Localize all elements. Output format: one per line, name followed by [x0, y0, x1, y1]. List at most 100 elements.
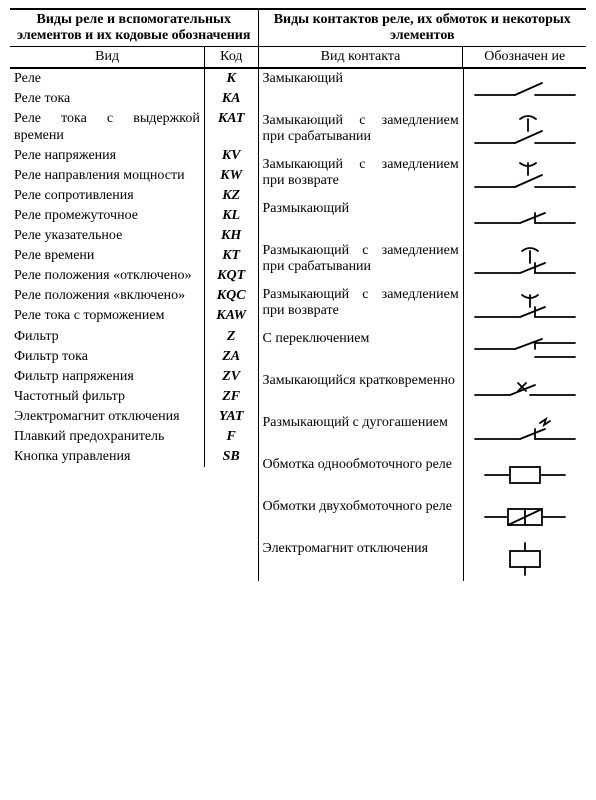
contact-symbol	[463, 455, 586, 497]
relay-code: F	[204, 427, 257, 447]
right-row: Замыкающийся крат­ковременно	[259, 371, 586, 413]
relay-name: Реле направления мощности	[10, 166, 204, 186]
contact-name: Замыкающийся крат­ковременно	[259, 371, 464, 413]
relay-code: KQT	[204, 266, 257, 286]
relay-name: Реле положения «отключено»	[10, 266, 204, 286]
right-row: Электромагнит от­ключения	[259, 539, 586, 581]
contact-name: Замыкающий	[259, 69, 464, 111]
contact-symbol	[463, 155, 586, 199]
contact-name: С переключением	[259, 329, 464, 371]
relay-code: KL	[204, 206, 257, 226]
contact-symbol	[463, 371, 586, 413]
left-row: Реле положения «отключено»KQT	[10, 266, 258, 286]
relay-code: KAT	[204, 109, 257, 145]
left-row: ФильтрZ	[10, 327, 258, 347]
right-row: Обмотки двухобмо­точного реле	[259, 497, 586, 539]
relay-code: KZ	[204, 186, 257, 206]
col-symbol: Обозначен ие	[463, 47, 586, 69]
contact-symbol	[463, 285, 586, 329]
contact-name: Обмотки двухобмо­точного реле	[259, 497, 464, 539]
relay-code: Z	[204, 327, 257, 347]
contact-symbol	[463, 111, 586, 155]
relay-name: Кнопка управления	[10, 447, 204, 467]
relay-code: KT	[204, 246, 257, 266]
contact-name: Обмотка однообмо­точного реле	[259, 455, 464, 497]
col-vid: Вид	[10, 47, 205, 69]
right-row: Замыкающий с за­медлением при сраба­тыва…	[259, 111, 586, 155]
left-row: Фильтр токаZA	[10, 347, 258, 367]
right-row: Размыкающий	[259, 199, 586, 241]
relay-code: KQC	[204, 286, 257, 306]
right-row: Замыкающий	[259, 69, 586, 111]
relay-table: Виды реле и вспомогательных элементов и …	[10, 8, 586, 581]
contact-name: Размыкающий с дуго­гашением	[259, 413, 464, 455]
relay-code: YAT	[204, 407, 257, 427]
contact-name: Размыкающий с за­медлением при сраба­тыв…	[259, 241, 464, 285]
contact-name: Размыкающий	[259, 199, 464, 241]
left-subtable: РелеKРеле токаKAРеле тока с выдержкой вр…	[10, 69, 258, 467]
left-row: Реле промежуточноеKL	[10, 206, 258, 226]
relay-name: Фильтр напряжения	[10, 367, 204, 387]
right-row: Замыкающий с замед­лением при возврате	[259, 155, 586, 199]
left-row: Реле положения «включено»KQC	[10, 286, 258, 306]
relay-code: KW	[204, 166, 257, 186]
contact-name: Замыкающий с за­медлением при сраба­тыва…	[259, 111, 464, 155]
contact-symbol	[463, 497, 586, 539]
relay-name: Фильтр тока	[10, 347, 204, 367]
contact-symbol	[463, 241, 586, 285]
right-row: С переключением	[259, 329, 586, 371]
contact-symbol	[463, 69, 586, 111]
relay-name: Реле тока	[10, 89, 204, 109]
relay-code: KAW	[204, 306, 257, 326]
relay-name: Реле	[10, 69, 204, 89]
contact-symbol	[463, 329, 586, 371]
right-row: Размыкающий с дуго­гашением	[259, 413, 586, 455]
relay-code: KA	[204, 89, 257, 109]
left-row: Реле напряженияKV	[10, 146, 258, 166]
col-kod: Код	[205, 47, 258, 69]
relay-name: Реле времени	[10, 246, 204, 266]
contact-symbol	[463, 413, 586, 455]
left-row: Реле токаKA	[10, 89, 258, 109]
relay-name: Реле тока с торможением	[10, 306, 204, 326]
relay-name: Фильтр	[10, 327, 204, 347]
relay-name: Плавкий предохрани­тель	[10, 427, 204, 447]
relay-code: K	[204, 69, 257, 89]
relay-name: Реле напряжения	[10, 146, 204, 166]
relay-name: Реле указательное	[10, 226, 204, 246]
relay-name: Реле сопротивления	[10, 186, 204, 206]
relay-code: ZA	[204, 347, 257, 367]
header-left: Виды реле и вспомогательных элементов и …	[10, 9, 258, 47]
relay-name: Электромагнит от­ключения	[10, 407, 204, 427]
right-subtable: ЗамыкающийЗамыкающий с за­медлением при …	[259, 69, 586, 581]
left-row: Реле тока с выдержкой времениKAT	[10, 109, 258, 145]
left-row: Электромагнит от­ключенияYAT	[10, 407, 258, 427]
relay-name: Частотный фильтр	[10, 387, 204, 407]
left-row: Реле указательноеKH	[10, 226, 258, 246]
relay-code: KH	[204, 226, 257, 246]
relay-code: KV	[204, 146, 257, 166]
left-row: Кнопка управленияSB	[10, 447, 258, 467]
left-row: Реле времениKT	[10, 246, 258, 266]
relay-name: Реле промежуточное	[10, 206, 204, 226]
col-contact: Вид контакта	[258, 47, 463, 69]
relay-name: Реле положения «включено»	[10, 286, 204, 306]
right-row: Размыкающий с за­медлением при воз­врате	[259, 285, 586, 329]
left-row: Реле направления мощностиKW	[10, 166, 258, 186]
left-row: Реле тока с торможениемKAW	[10, 306, 258, 326]
header-right: Виды контактов реле, их обмоток и некото…	[258, 9, 586, 47]
right-row: Обмотка однообмо­точного реле	[259, 455, 586, 497]
left-row: Реле сопротивленияKZ	[10, 186, 258, 206]
left-row: Плавкий предохрани­тельF	[10, 427, 258, 447]
left-row: Частотный фильтрZF	[10, 387, 258, 407]
contact-name: Замыкающий с замед­лением при возврате	[259, 155, 464, 199]
relay-name: Реле тока с выдержкой времени	[10, 109, 204, 145]
relay-code: SB	[204, 447, 257, 467]
left-row: РелеK	[10, 69, 258, 89]
relay-code: ZV	[204, 367, 257, 387]
contact-symbol	[463, 199, 586, 241]
relay-code: ZF	[204, 387, 257, 407]
contact-name: Электромагнит от­ключения	[259, 539, 464, 581]
left-row: Фильтр напряженияZV	[10, 367, 258, 387]
right-row: Размыкающий с за­медлением при сраба­тыв…	[259, 241, 586, 285]
